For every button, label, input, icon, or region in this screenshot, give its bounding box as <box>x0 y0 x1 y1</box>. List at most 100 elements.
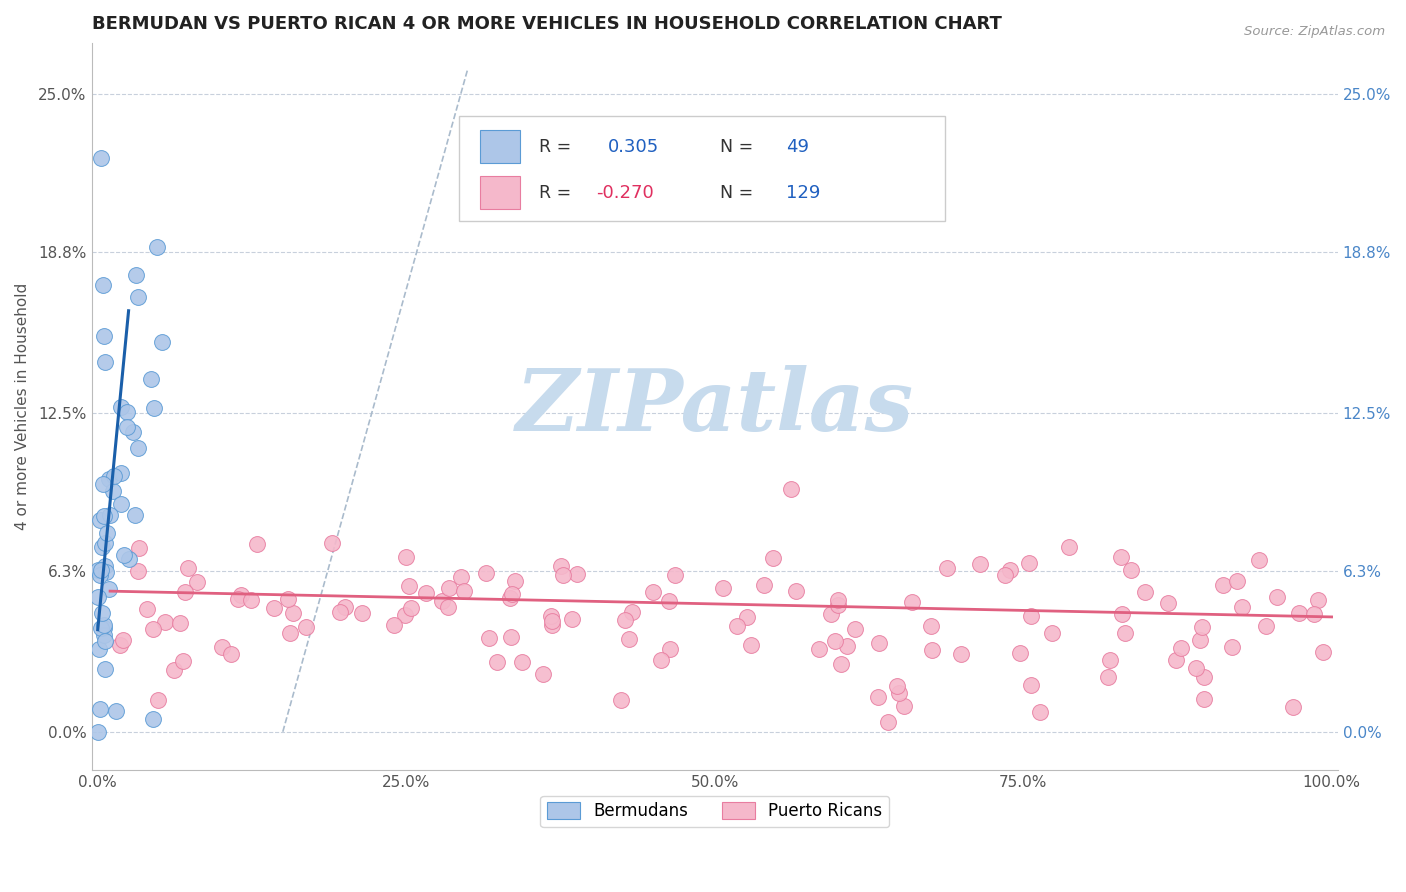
Point <box>93 634 115 648</box>
Point <box>399 601 422 615</box>
Point <box>735 610 758 624</box>
Point <box>91 278 114 293</box>
Text: N =: N = <box>720 184 758 202</box>
Text: R =: R = <box>538 137 576 156</box>
Point <box>921 643 943 657</box>
Point <box>486 655 509 669</box>
Point <box>229 588 252 602</box>
Point <box>453 584 475 599</box>
Point <box>1109 549 1132 564</box>
Text: 129: 129 <box>786 184 820 202</box>
Point <box>91 606 114 620</box>
Point <box>90 564 112 578</box>
Point <box>89 702 111 716</box>
Point <box>1249 552 1271 566</box>
Point <box>1288 607 1310 621</box>
Point <box>177 561 200 575</box>
Point <box>1019 678 1042 692</box>
Point <box>901 595 924 609</box>
Text: BERMUDAN VS PUERTO RICAN 4 OR MORE VEHICLES IN HOUSEHOLD CORRELATION CHART: BERMUDAN VS PUERTO RICAN 4 OR MORE VEHIC… <box>91 15 1001 33</box>
Point <box>278 625 301 640</box>
Point <box>146 240 169 254</box>
Point <box>1254 618 1277 632</box>
Point <box>740 638 762 652</box>
Point <box>90 151 112 165</box>
Point <box>93 509 115 524</box>
Point <box>561 612 583 626</box>
Point <box>499 591 522 605</box>
Point <box>450 570 472 584</box>
Point <box>501 587 523 601</box>
Point <box>142 622 165 636</box>
Point <box>994 568 1017 582</box>
Point <box>893 698 915 713</box>
Point <box>136 602 159 616</box>
Point <box>1170 641 1192 656</box>
Point <box>808 641 831 656</box>
Point <box>110 496 132 510</box>
Point <box>139 372 162 386</box>
Point <box>1059 540 1081 554</box>
Point <box>103 469 125 483</box>
Point <box>827 598 849 612</box>
Point <box>105 704 128 718</box>
Point <box>87 724 110 739</box>
Point <box>1097 670 1119 684</box>
Point <box>1312 645 1334 659</box>
Point <box>174 585 197 599</box>
Point <box>110 466 132 480</box>
Point <box>1302 607 1324 622</box>
Point <box>1019 609 1042 624</box>
Point <box>108 638 131 652</box>
Text: -0.270: -0.270 <box>596 184 654 202</box>
Point <box>89 567 111 582</box>
Text: ZIPatlas: ZIPatlas <box>516 365 914 448</box>
Point <box>1189 633 1212 648</box>
Point <box>868 636 890 650</box>
Point <box>90 621 112 635</box>
Point <box>124 508 146 523</box>
Point <box>553 568 575 582</box>
Point <box>531 667 554 681</box>
Point <box>89 641 111 656</box>
Point <box>1042 626 1064 640</box>
Legend: Bermudans, Puerto Ricans: Bermudans, Puerto Ricans <box>540 796 889 827</box>
FancyBboxPatch shape <box>460 116 945 221</box>
Point <box>830 657 852 671</box>
Point <box>240 593 263 607</box>
Point <box>510 655 533 669</box>
Point <box>94 355 117 369</box>
Point <box>93 618 115 632</box>
Point <box>752 578 775 592</box>
Point <box>620 605 643 619</box>
Point <box>127 442 149 456</box>
Point <box>567 566 589 581</box>
Point <box>1008 646 1031 660</box>
Point <box>1000 563 1022 577</box>
Point <box>664 567 686 582</box>
Point <box>1192 691 1215 706</box>
Point <box>143 401 166 416</box>
Point <box>148 693 170 707</box>
Point <box>163 663 186 677</box>
Point <box>281 606 304 620</box>
Point <box>762 550 785 565</box>
Point <box>1018 556 1040 570</box>
Point <box>889 686 911 700</box>
Point <box>1164 653 1187 667</box>
Point <box>118 552 141 566</box>
Point <box>1282 700 1305 714</box>
Point <box>226 591 249 606</box>
Point <box>111 633 134 648</box>
Point <box>124 268 146 282</box>
Point <box>112 549 135 563</box>
Point <box>659 642 682 657</box>
Point <box>503 574 526 589</box>
Point <box>172 654 194 668</box>
Point <box>499 630 522 644</box>
Point <box>430 594 453 608</box>
Bar <box>481 130 520 163</box>
Point <box>277 591 299 606</box>
Point <box>1133 585 1156 599</box>
Point <box>335 599 357 614</box>
